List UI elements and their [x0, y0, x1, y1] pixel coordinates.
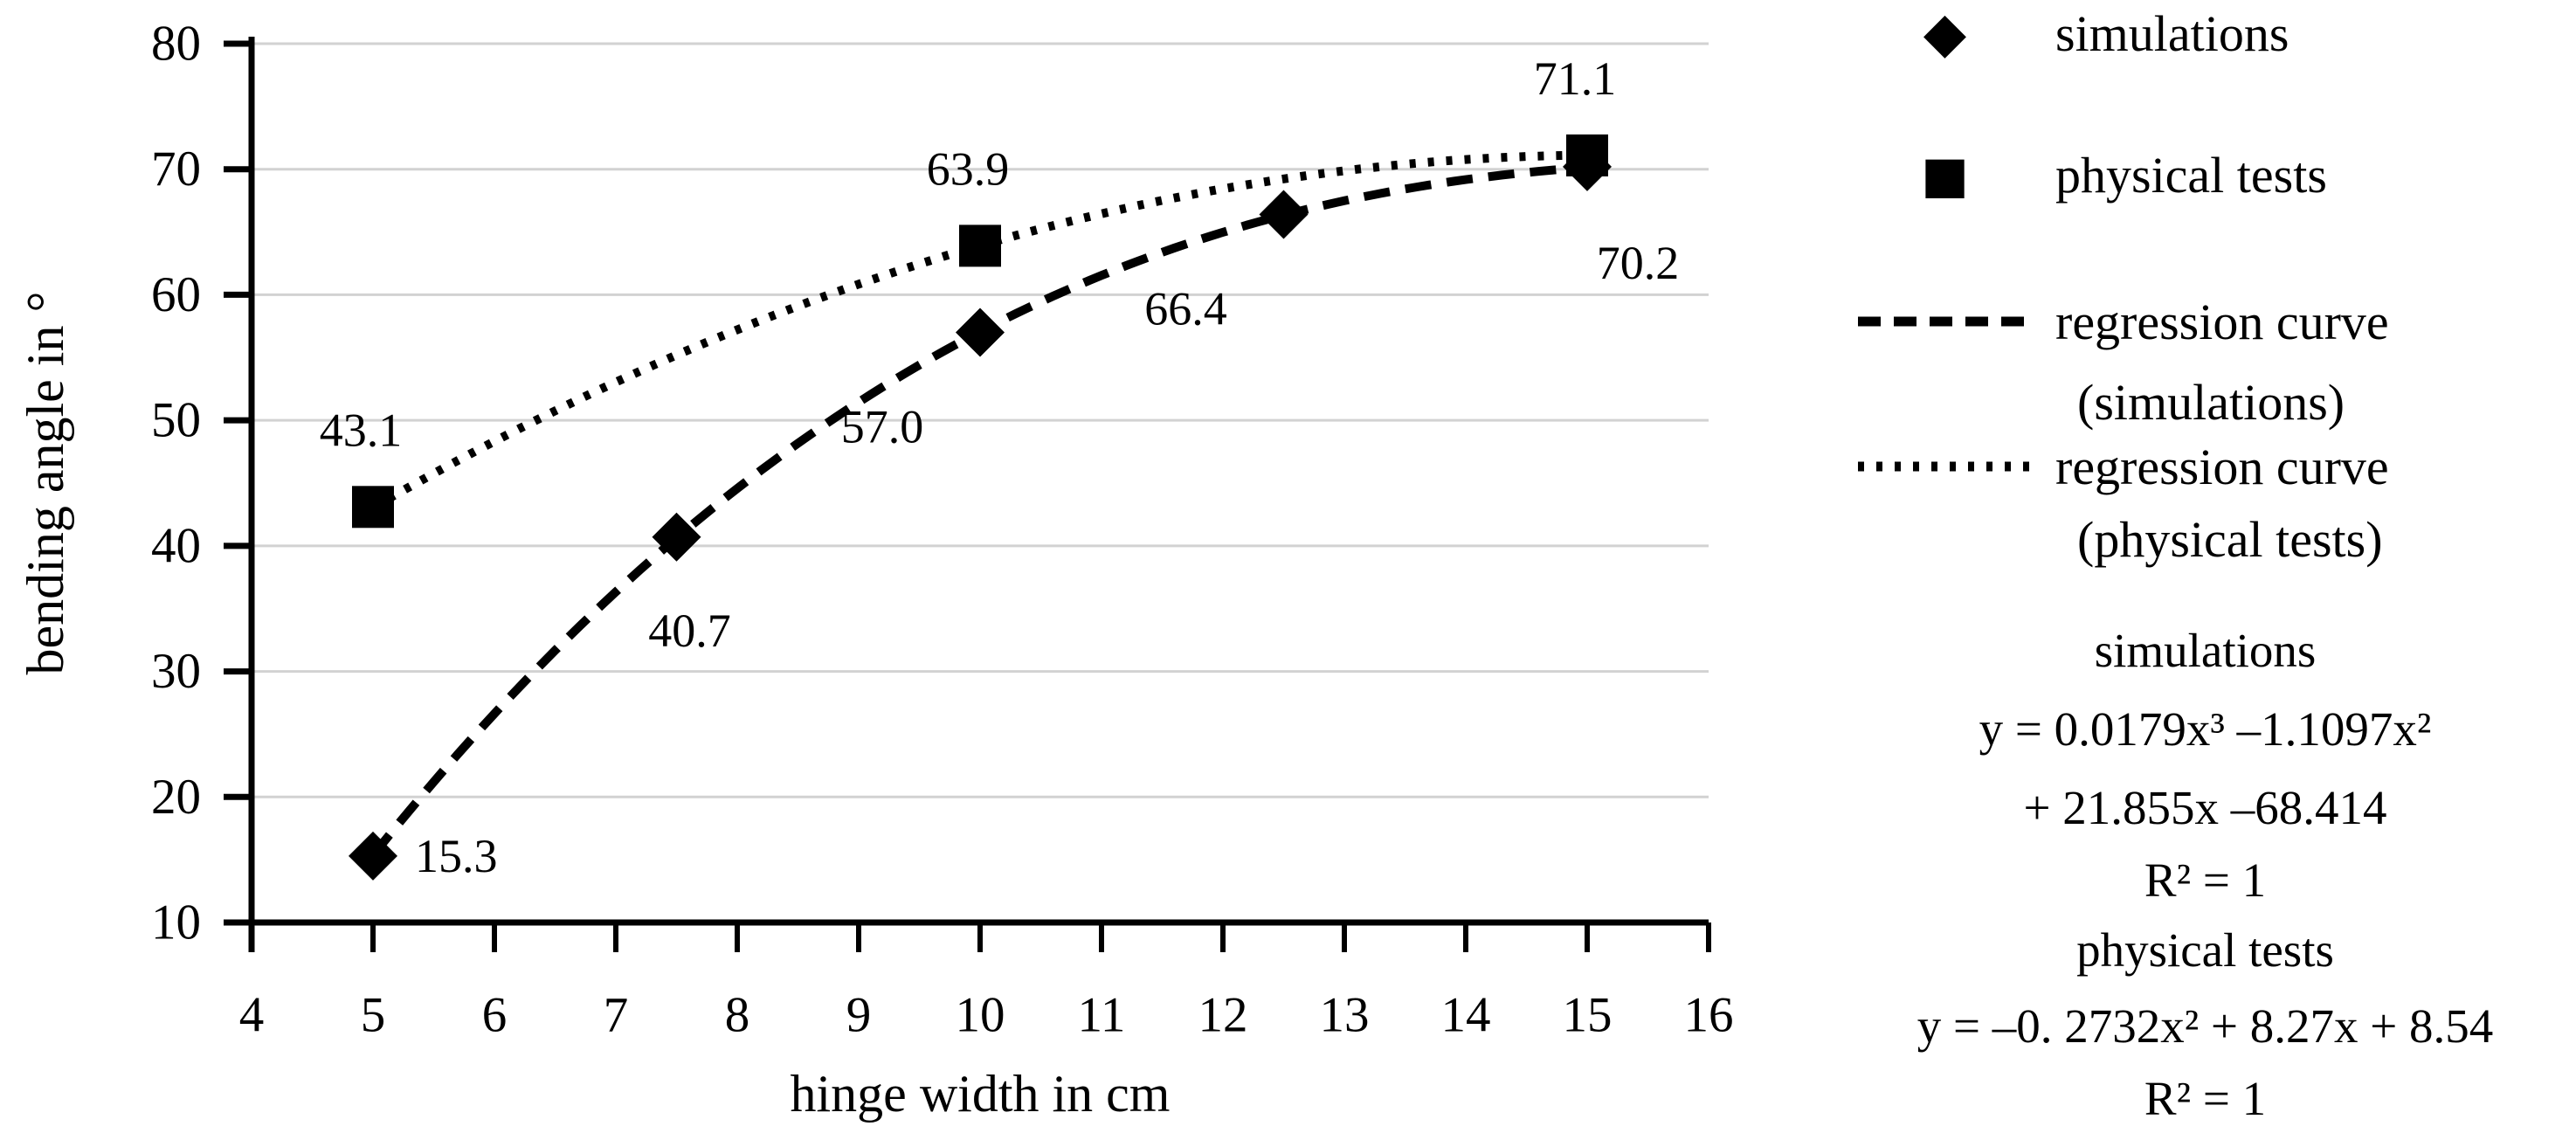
- data-labels: 15.3 40.7 57.0 66.4 70.2 43.1 63.9 71.1: [320, 52, 1680, 882]
- legend-sublabel-physical: (physical tests): [2077, 510, 2383, 568]
- legend-marker-cell: [1834, 313, 2055, 330]
- equation-sim-line2: + 21.855x –68.414: [2023, 781, 2387, 834]
- series-square-markers: [352, 134, 1608, 529]
- data-label: 66.4: [1144, 282, 1227, 335]
- legend-item-simulations: ◆ simulations: [1834, 0, 2576, 68]
- x-axis-title: hinge width in cm: [791, 1065, 1171, 1123]
- y-tick-label: 30: [151, 644, 201, 699]
- x-tick-label: 5: [361, 988, 386, 1043]
- y-tick-label: 80: [151, 17, 201, 72]
- legend-item-regression-simulations: regression curve: [1834, 287, 2576, 356]
- y-gridlines: [252, 42, 1709, 798]
- data-label: 71.1: [1534, 52, 1617, 105]
- data-label: 43.1: [320, 404, 403, 456]
- y-tick-label: 10: [151, 895, 201, 950]
- equation-phys-line1: y = –0. 2732x² + 8.27x + 8.54: [1916, 999, 2494, 1053]
- y-tick-label: 40: [151, 518, 201, 573]
- legend-label-regression-physical: regression curve: [2055, 438, 2389, 495]
- x-tick-labels: 4 5 6 7 8 9 10 11 12 13 14 15 16: [239, 988, 1734, 1043]
- x-tick-label: 12: [1198, 988, 1248, 1043]
- x-tick-label: 11: [1078, 988, 1126, 1043]
- square-marker-icon: ■: [1921, 145, 1969, 204]
- equation-phys-r2: R² = 1: [2144, 1072, 2267, 1125]
- data-label: 57.0: [841, 401, 924, 453]
- x-tick-label: 13: [1320, 988, 1370, 1043]
- axis-ticks: [224, 40, 1711, 952]
- data-label: 63.9: [927, 142, 1010, 195]
- y-axis-title: bending angle in °: [17, 292, 74, 675]
- legend-marker-cell: ◆: [1834, 5, 2055, 61]
- data-label: 40.7: [648, 605, 731, 657]
- legend-marker-cell: ■: [1834, 149, 2055, 200]
- data-point-square: [1566, 134, 1608, 176]
- data-point-diamond: [1259, 190, 1309, 239]
- legend-item-regression-physical: regression curve: [1834, 432, 2576, 501]
- equation-phys-header: physical tests: [2076, 923, 2334, 977]
- equation-sim-line1: y = 0.0179x³ –1.1097x²: [1979, 702, 2432, 756]
- chart-legend: ◆ simulations ■ physical tests regressio…: [1834, 0, 2576, 1147]
- data-point-diamond: [956, 307, 1005, 357]
- x-tick-label: 10: [956, 988, 1005, 1043]
- data-point-square: [352, 486, 394, 529]
- equation-sim-header: simulations: [2094, 624, 2317, 677]
- x-tick-label: 15: [1563, 988, 1613, 1043]
- series-diamond-markers: [349, 142, 1612, 881]
- equation-sim-r2: R² = 1: [2144, 853, 2267, 907]
- curve-dashed: [369, 162, 1588, 859]
- x-tick-label: 14: [1441, 988, 1491, 1043]
- legend-sublabel-simulations: (simulations): [2077, 373, 2345, 431]
- x-tick-label: 8: [725, 988, 750, 1043]
- dashed-line-icon: [1857, 316, 2033, 327]
- y-tick-labels: 10 20 30 40 50 60 70 80: [151, 17, 201, 950]
- y-tick-label: 20: [151, 770, 201, 825]
- diamond-marker-icon: ◆: [1923, 1, 1967, 66]
- data-label: 15.3: [415, 830, 498, 882]
- y-tick-label: 60: [151, 267, 201, 322]
- y-tick-label: 70: [151, 142, 201, 197]
- x-tick-label: 6: [482, 988, 508, 1043]
- legend-item-physical-tests: ■ physical tests: [1834, 140, 2576, 210]
- y-tick-label: 50: [151, 393, 201, 448]
- legend-label-simulations: simulations: [2055, 4, 2289, 62]
- x-tick-label: 4: [239, 988, 265, 1043]
- regression-dashed: [369, 162, 1588, 859]
- data-label: 70.2: [1597, 237, 1680, 289]
- equation-block: simulations y = 0.0179x³ –1.1097x² + 21.…: [1834, 0, 2576, 1147]
- legend-label-regression-simulations: regression curve: [2055, 293, 2389, 350]
- data-point-diamond: [652, 512, 701, 562]
- legend-item-regression-simulations-sub: (simulations): [1834, 367, 2576, 437]
- x-tick-label: 9: [846, 988, 872, 1043]
- x-tick-label: 7: [604, 988, 629, 1043]
- legend-label-physical-tests: physical tests: [2055, 146, 2327, 204]
- legend-item-regression-physical-sub: (physical tests): [1834, 504, 2576, 574]
- data-point-diamond: [349, 831, 397, 881]
- data-point-square: [959, 225, 1001, 267]
- x-tick-label: 16: [1684, 988, 1734, 1043]
